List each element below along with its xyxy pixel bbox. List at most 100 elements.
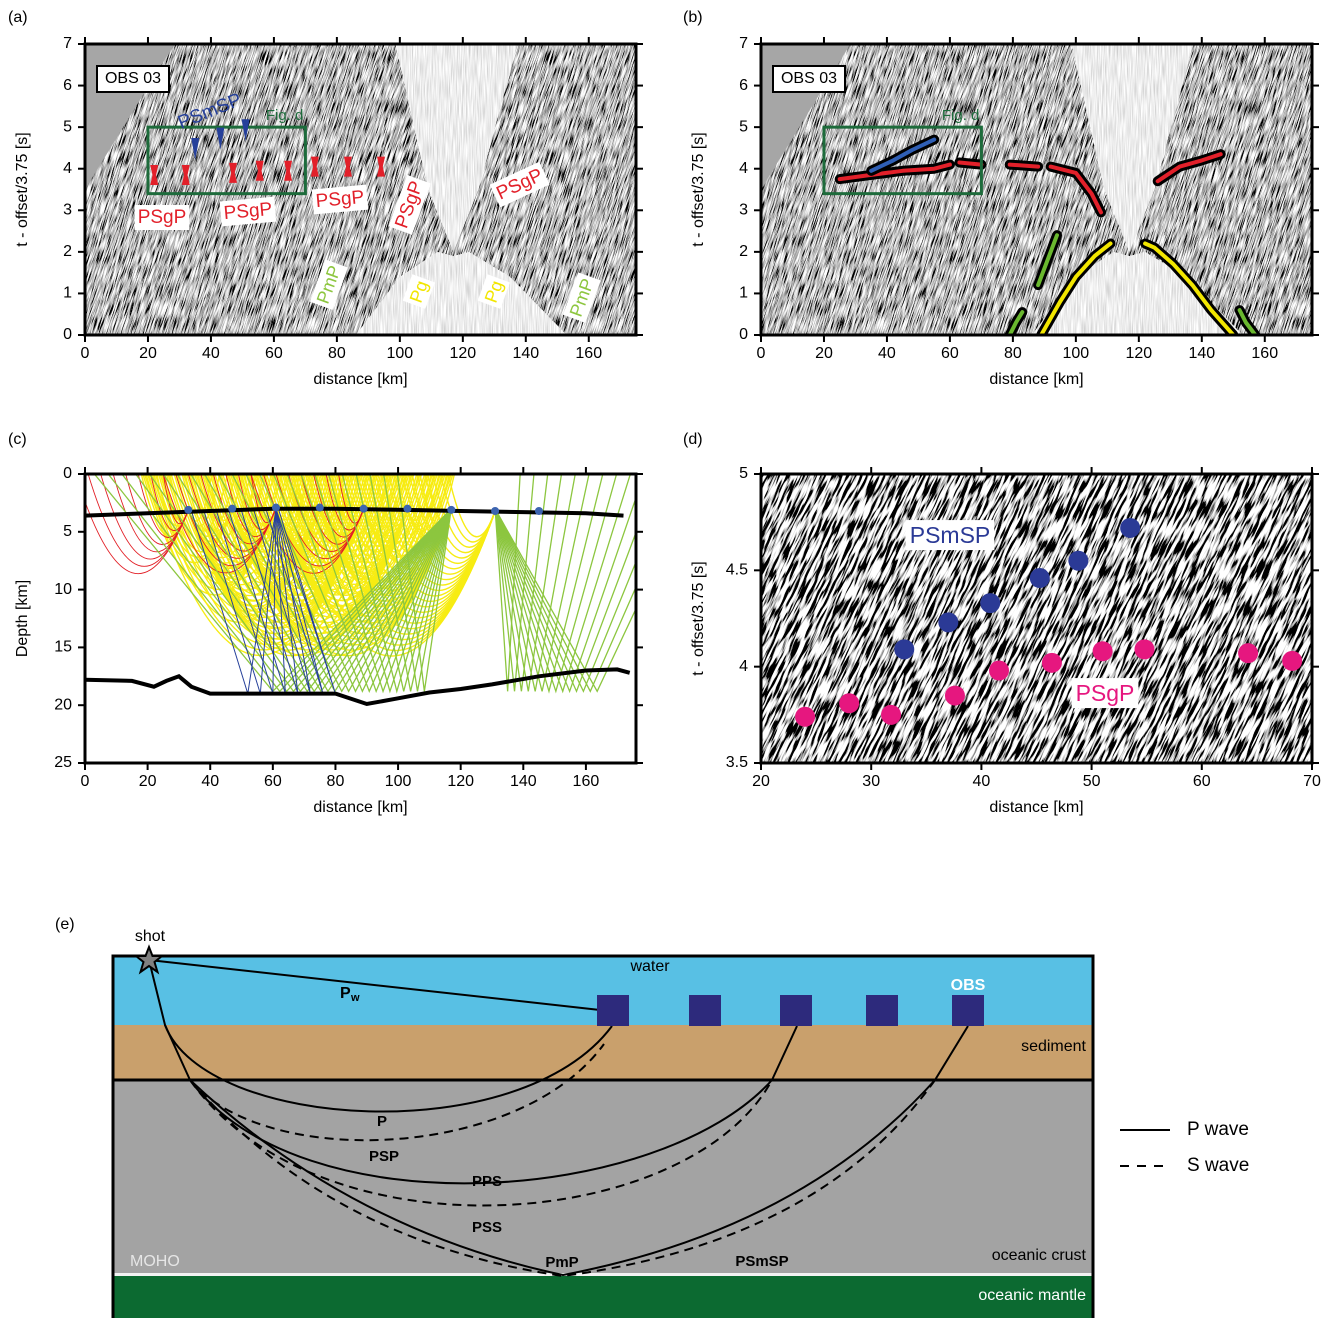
obs-label: OBS [951, 977, 986, 994]
x-tick-label: 30 [862, 773, 880, 790]
y-tick-label: 4.5 [726, 562, 748, 579]
y-tick-label: 3 [739, 202, 748, 219]
ray-label: PSP [369, 1148, 399, 1165]
panel-label: (c) [8, 431, 27, 448]
obs-box [780, 995, 812, 1026]
x-tick-label: 120 [447, 773, 474, 790]
x-tick-label: 120 [449, 345, 476, 362]
pick-point [980, 593, 1000, 613]
station-label: OBS 03 [781, 70, 837, 87]
panel-label: (a) [8, 9, 28, 26]
x-axis-label: distance [km] [313, 799, 407, 816]
legend-label: P wave [1187, 1119, 1249, 1140]
mantle-layer [112, 1276, 1094, 1318]
x-tick-label: 100 [1063, 345, 1090, 362]
y-tick-label: 2 [63, 243, 72, 260]
sediment-label: sediment [1021, 1038, 1086, 1055]
obs-box [597, 995, 629, 1026]
pick-point [839, 693, 859, 713]
ray-label: PSS [472, 1219, 502, 1236]
pick-point [989, 661, 1009, 681]
annotation: PSgP [220, 197, 277, 227]
moho-label: MOHO [130, 1253, 180, 1270]
annotation-text: PSgP [223, 199, 273, 224]
x-tick-label: 40 [878, 345, 896, 362]
ray [495, 474, 630, 691]
pick-point [1134, 639, 1154, 659]
x-tick-label: 80 [1004, 345, 1022, 362]
x-tick-label: 100 [387, 345, 414, 362]
y-tick-label: 7 [63, 35, 72, 52]
pick-point [881, 705, 901, 725]
x-axis-label: distance [km] [313, 371, 407, 388]
panel-label: (e) [55, 916, 75, 933]
x-tick-label: 60 [941, 345, 959, 362]
y-tick-label: 3 [63, 202, 72, 219]
obs-marker [360, 505, 368, 513]
x-tick-label: 160 [1251, 345, 1278, 362]
pick-point [894, 639, 914, 659]
pick-point [1238, 643, 1258, 663]
y-axis-label: t - offset/3.75 [s] [14, 132, 31, 246]
y-tick-label: 7 [739, 35, 748, 52]
y-axis-label: t - offset/3.75 [s] [690, 561, 707, 675]
x-tick-label: 20 [752, 773, 770, 790]
annotation-text: PSgP [315, 187, 365, 212]
y-axis-label: t - offset/3.75 [s] [690, 132, 707, 246]
panel-label: (b) [683, 9, 703, 26]
x-tick-label: 60 [264, 773, 282, 790]
x-tick-label: 20 [815, 345, 833, 362]
y-axis-label: Depth [km] [14, 580, 31, 657]
y-tick-label: 0 [63, 465, 72, 482]
x-tick-label: 40 [202, 345, 220, 362]
y-tick-label: 15 [54, 639, 72, 656]
y-tick-label: 5 [63, 118, 72, 135]
x-tick-label: 80 [327, 773, 345, 790]
x-tick-label: 60 [265, 345, 283, 362]
crust-layer [112, 1080, 1094, 1273]
legend-label: S wave [1187, 1155, 1249, 1176]
station-label: OBS 03 [105, 70, 161, 87]
pick-point [1042, 653, 1062, 673]
sediment-layer [112, 1025, 1094, 1080]
x-tick-label: 160 [575, 345, 602, 362]
crust-label: oceanic crust [992, 1247, 1087, 1264]
annotation: PSgP [312, 185, 369, 215]
y-tick-label: 20 [54, 696, 72, 713]
x-tick-label: 0 [757, 345, 766, 362]
shot-label: shot [135, 928, 166, 945]
obs-marker [491, 507, 499, 515]
ray [495, 474, 672, 691]
annotation: PSgP [135, 205, 190, 230]
x-tick-label: 0 [81, 773, 90, 790]
x-tick-label: 20 [139, 345, 157, 362]
ray-label: P [377, 1113, 387, 1130]
y-tick-label: 3.5 [726, 754, 748, 771]
pick-point [938, 612, 958, 632]
y-tick-label: 1 [739, 285, 748, 302]
y-tick-label: 5 [739, 118, 748, 135]
x-tick-label: 70 [1303, 773, 1321, 790]
figure: OBS 03Fig. dPSmSPPSgPPSgPPSgPPSgPPSgPPmP… [0, 0, 1330, 1318]
x-tick-label: 140 [510, 773, 537, 790]
water-label: water [629, 958, 670, 975]
x-axis-label: distance [km] [989, 799, 1083, 816]
ray [448, 474, 495, 537]
panel: OBS 03Fig. dPSmSPPSgPPSgPPSgPPSgPPSgPPmP… [0, 35, 883, 388]
legend-label: PSmSP [910, 522, 991, 548]
y-tick-label: 0 [63, 326, 72, 343]
ray-label: PSmSP [735, 1253, 788, 1270]
legend-label: PSgP [1076, 680, 1135, 706]
obs-marker [228, 505, 236, 513]
ray-label: PPS [472, 1173, 502, 1190]
y-tick-label: 1 [63, 285, 72, 302]
plot-area [494, 474, 1330, 763]
x-tick-label: 140 [1188, 345, 1215, 362]
x-tick-label: 160 [573, 773, 600, 790]
y-tick-label: 4 [739, 658, 748, 675]
obs-marker [316, 504, 324, 512]
obs-marker [272, 504, 280, 512]
pick-point [1120, 518, 1140, 538]
x-tick-label: 80 [328, 345, 346, 362]
